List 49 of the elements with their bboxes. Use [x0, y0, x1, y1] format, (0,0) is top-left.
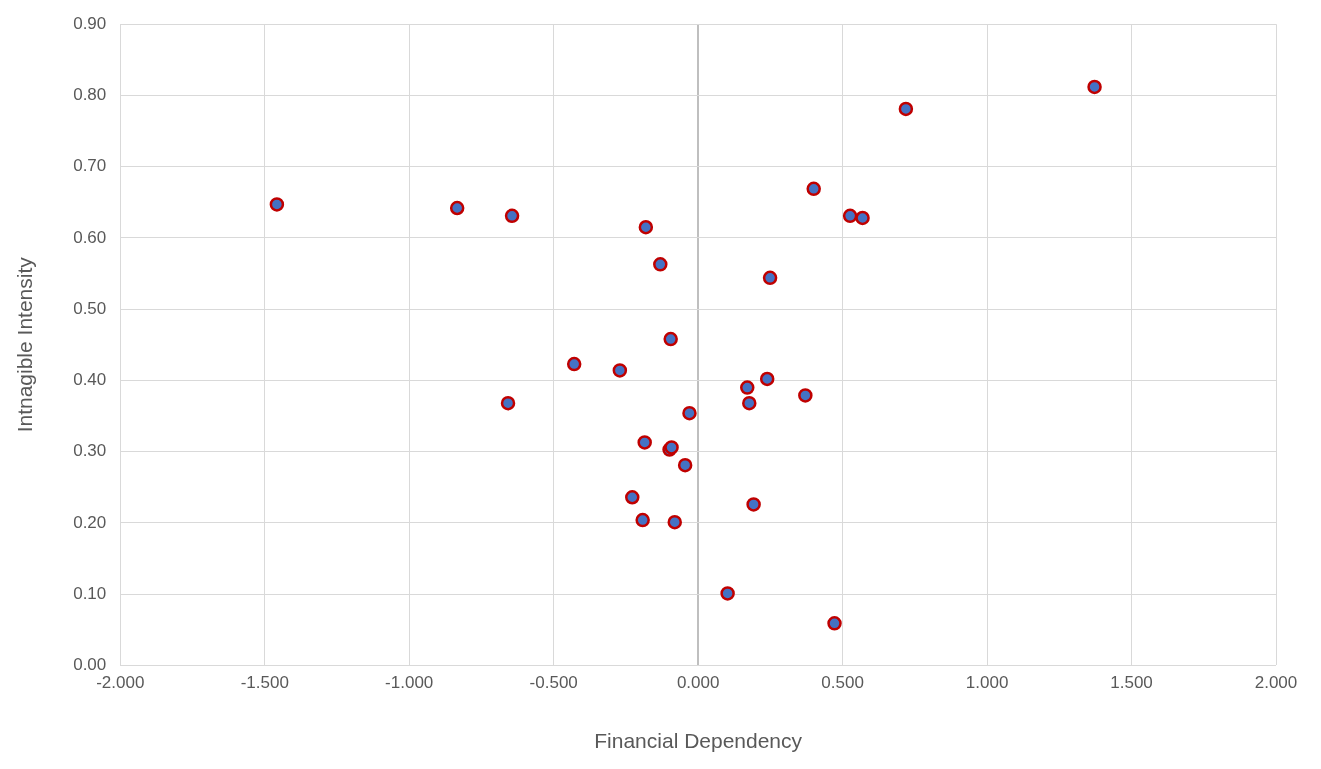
point: [504, 208, 520, 224]
point: [625, 490, 640, 505]
point: [612, 363, 628, 378]
point: [500, 395, 516, 411]
point: [269, 197, 285, 212]
point: [1087, 79, 1102, 95]
point: [855, 210, 870, 226]
x-tick-label: 0.500: [821, 673, 864, 693]
point: [740, 380, 755, 395]
x-tick-label: 1.000: [965, 673, 1009, 693]
x-tick-label: 1.500: [1110, 673, 1153, 693]
x-tick-label: -2.000: [96, 673, 145, 693]
point: [682, 405, 697, 421]
point: [742, 395, 757, 411]
y-tick-label: 0.50: [73, 298, 107, 318]
x-tick-label: -1.500: [240, 673, 289, 693]
x-tick-label: -1.000: [385, 673, 434, 693]
y-tick-label: 0.80: [73, 85, 107, 105]
y-tick-label: 0.30: [73, 441, 107, 461]
point: [663, 331, 678, 347]
point: [677, 457, 693, 473]
point: [759, 371, 775, 387]
point: [806, 181, 821, 197]
x-tick-label: -0.500: [529, 673, 578, 693]
y-tick-label: 0.00: [73, 655, 107, 675]
point: [667, 514, 682, 530]
point: [638, 220, 654, 235]
point: [566, 356, 582, 372]
point: [449, 200, 465, 216]
point: [746, 497, 761, 512]
y-tick-label: 0.10: [73, 583, 107, 603]
x-tick-label: 0.000: [676, 673, 720, 693]
y-tick-label: 0.40: [73, 370, 107, 390]
y-tick-label: 0.20: [73, 512, 107, 532]
point: [720, 586, 735, 601]
y-tick-label: 0.70: [73, 156, 107, 176]
y-tick-label: 0.90: [73, 13, 107, 33]
point: [898, 101, 914, 117]
x-tick-label: 2.000: [1254, 673, 1298, 693]
point: [798, 388, 813, 403]
point: [762, 270, 778, 286]
point: [842, 208, 858, 224]
y-tick-label: 0.60: [73, 227, 107, 247]
y-axis-title: Intnagible Intensity: [13, 256, 37, 433]
x-axis-title: Financial Dependency: [594, 729, 803, 753]
point: [827, 616, 842, 631]
point: [635, 512, 650, 528]
point: [637, 435, 652, 450]
point: [653, 257, 668, 272]
